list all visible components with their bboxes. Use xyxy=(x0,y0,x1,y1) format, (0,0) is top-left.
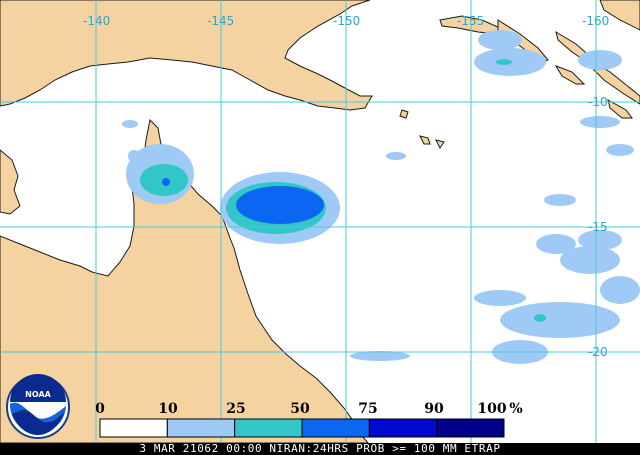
lon-label: -145 xyxy=(207,14,234,28)
lon-label: -140 xyxy=(83,14,110,28)
land-islet-2 xyxy=(399,109,409,119)
probability-regions xyxy=(122,30,640,364)
legend-swatch xyxy=(368,418,438,438)
lat-label: -15 xyxy=(588,220,608,234)
land-new-guinea xyxy=(0,0,373,111)
graticule xyxy=(0,0,640,443)
land-islet-3 xyxy=(435,139,445,149)
latitude-labels: -10 -15 -20 xyxy=(588,95,608,359)
legend-color-bar xyxy=(99,418,505,438)
land-queensland xyxy=(0,118,370,444)
land-solomons-3 xyxy=(554,65,586,85)
legend-swatch xyxy=(436,418,505,438)
legend-label: 25 xyxy=(226,401,245,417)
land-masses xyxy=(0,0,640,444)
longitude-labels: -140 -145 -150 -155 -160 xyxy=(83,14,609,28)
legend-label: 100 xyxy=(477,401,506,417)
legend-unit: % xyxy=(509,401,522,417)
noaa-logo-icon: NOAA xyxy=(6,374,70,439)
legend-swatch xyxy=(99,418,168,438)
lon-label: -160 xyxy=(582,14,609,28)
footer-caption: 3 MAR 21062 00:00 NIRAN:24HRS PROB >= 10… xyxy=(0,443,640,455)
land-arnhem xyxy=(0,149,21,215)
legend-swatch xyxy=(234,418,303,438)
land-islet-1 xyxy=(419,135,431,145)
legend-label: 90 xyxy=(424,401,444,417)
land-solomons-4 xyxy=(607,99,633,119)
lon-label: -150 xyxy=(333,14,360,28)
noaa-logo-text: NOAA xyxy=(25,390,51,399)
lat-label: -10 xyxy=(588,95,608,109)
legend-label: 10 xyxy=(158,401,178,417)
legend-label: 0 xyxy=(95,401,105,417)
legend-swatch xyxy=(301,418,370,438)
legend-label: 75 xyxy=(358,401,377,417)
lon-label: -155 xyxy=(457,14,484,28)
legend-swatch xyxy=(166,418,236,438)
land-north-strip xyxy=(599,0,640,31)
legend: 0 10 25 50 75 90 100 % xyxy=(95,401,523,438)
legend-label: 50 xyxy=(290,401,310,417)
lat-label: -20 xyxy=(588,345,608,359)
